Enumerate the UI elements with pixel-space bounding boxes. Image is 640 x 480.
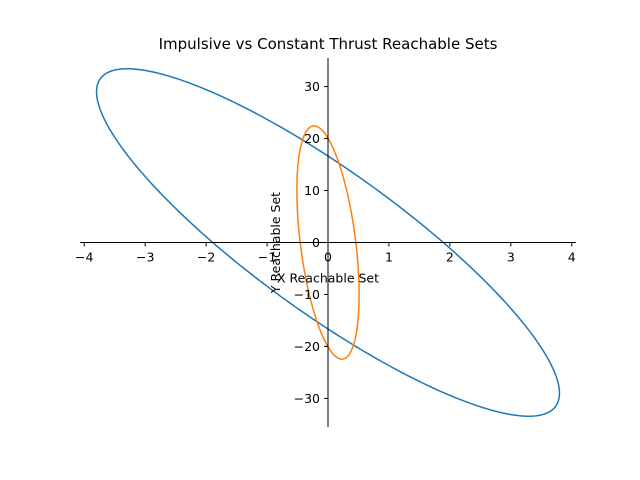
y-tick-label: 20 (304, 131, 320, 146)
x-tick-label: 0 (324, 250, 332, 265)
x-tick-label: −1 (258, 250, 276, 265)
y-tick-label: −20 (294, 339, 320, 354)
x-axis-label: X Reachable Set (277, 271, 379, 286)
x-ticks: −4 −3 −2 −1 0 1 2 3 4 (75, 242, 576, 265)
series-1-line (95, 68, 561, 417)
x-tick-label: 4 (568, 250, 576, 265)
y-ticks: −30 −20 −10 0 10 20 30 (294, 79, 328, 406)
x-tick-label: −2 (197, 250, 215, 265)
x-tick-label: 2 (446, 250, 454, 265)
y-tick-label: 30 (304, 79, 320, 94)
y-tick-label: 10 (304, 183, 320, 198)
y-axis-label: Y Reachable Set (268, 192, 283, 294)
y-tick-label: −10 (294, 287, 320, 302)
y-tick-label: 0 (312, 235, 320, 250)
x-tick-label: 1 (385, 250, 393, 265)
x-tick-label: 3 (507, 250, 515, 265)
y-tick-label: −30 (294, 391, 320, 406)
series-2-line (296, 125, 360, 360)
x-tick-label: −4 (75, 250, 93, 265)
series-layer (95, 68, 561, 417)
x-tick-label: −3 (136, 250, 154, 265)
chart-title: Impulsive vs Constant Thrust Reachable S… (159, 35, 498, 53)
